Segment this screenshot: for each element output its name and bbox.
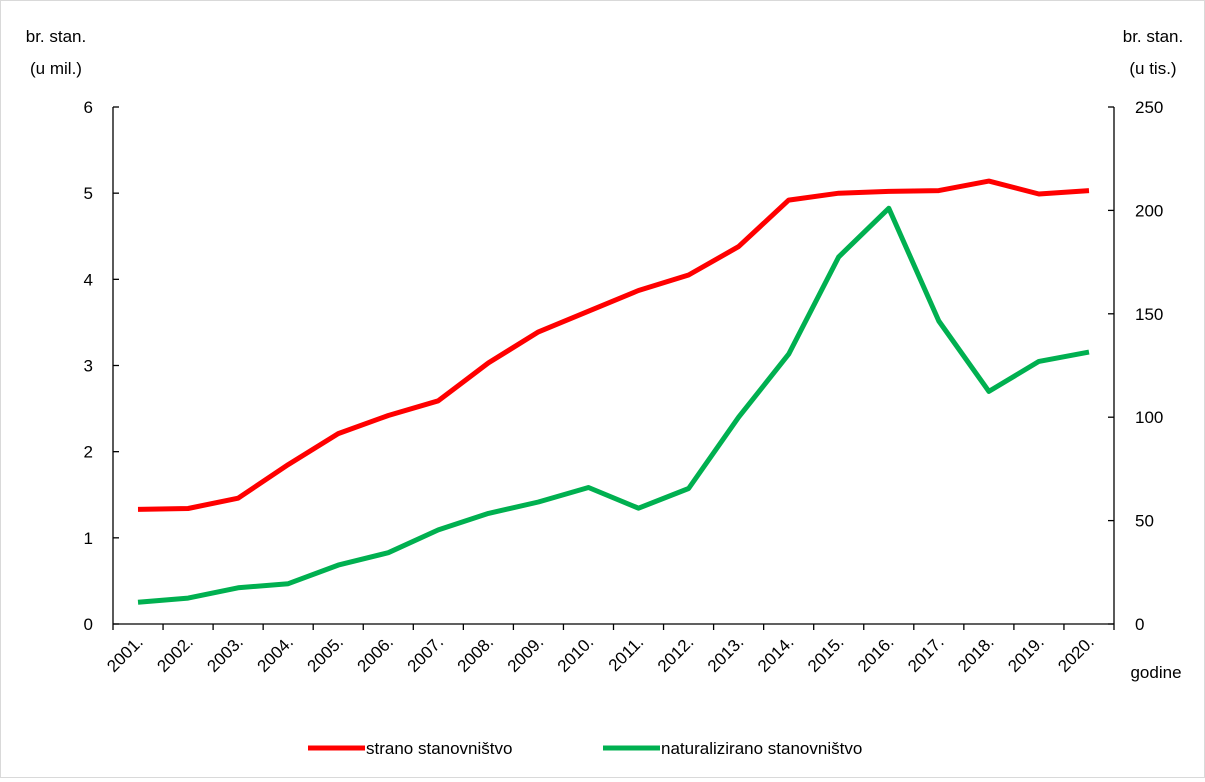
legend-label-strano: strano stanovništvo (366, 739, 512, 758)
x-tick-label: 2016. (854, 632, 898, 676)
x-tick-label: 2002. (153, 632, 197, 676)
y-left-tick-label: 4 (84, 270, 93, 289)
x-tick-label: 2012. (654, 632, 698, 676)
x-tick-label: 2010. (554, 632, 598, 676)
y-left-tick-label: 3 (84, 357, 93, 376)
x-tick-label: 2014. (754, 632, 798, 676)
x-tick-label: 2003. (203, 632, 247, 676)
x-tick-label: 2018. (954, 632, 998, 676)
left-axis-label-line2: (u mil.) (30, 59, 82, 78)
x-tick-label: 2005. (304, 632, 348, 676)
series-layer (138, 181, 1089, 602)
x-tick-label: 2013. (704, 632, 748, 676)
right-axis-label-line2: (u tis.) (1129, 59, 1176, 78)
x-tick-label: 2017. (904, 632, 948, 676)
legend: strano stanovništvo naturalizirano stano… (308, 739, 862, 758)
y-left-tick-label: 1 (84, 529, 93, 548)
x-tick-label: 2009. (504, 632, 548, 676)
x-tick-label: 2015. (804, 632, 848, 676)
y-right-tick-label: 50 (1135, 512, 1154, 531)
x-tick-label: 2007. (404, 632, 448, 676)
series-line-naturalizirano (138, 208, 1089, 602)
x-tick-label: 2020. (1054, 632, 1098, 676)
x-tick-label: 2001. (103, 632, 147, 676)
x-tick-label: 2019. (1004, 632, 1048, 676)
y-right-tick-label: 200 (1135, 201, 1163, 220)
y-left-tick-label: 6 (84, 98, 93, 117)
x-tick-label: 2004. (253, 632, 297, 676)
y-left-tick-label: 0 (84, 615, 93, 634)
y-right-tick-label: 100 (1135, 408, 1163, 427)
x-axis-label: godine (1130, 663, 1181, 682)
x-tick-label: 2006. (354, 632, 398, 676)
legend-label-naturalizirano: naturalizirano stanovništvo (661, 739, 862, 758)
y-right-tick-label: 150 (1135, 305, 1163, 324)
y-left-tick-label: 2 (84, 443, 93, 462)
y-right-tick-label: 250 (1135, 98, 1163, 117)
y-right-tick-label: 0 (1135, 615, 1144, 634)
y-left-tick-label: 5 (84, 184, 93, 203)
left-axis-label-line1: br. stan. (26, 27, 86, 46)
x-tick-label: 2008. (454, 632, 498, 676)
series-line-strano (138, 181, 1089, 509)
x-tick-label: 2011. (605, 632, 648, 675)
right-axis-label-line1: br. stan. (1123, 27, 1183, 46)
